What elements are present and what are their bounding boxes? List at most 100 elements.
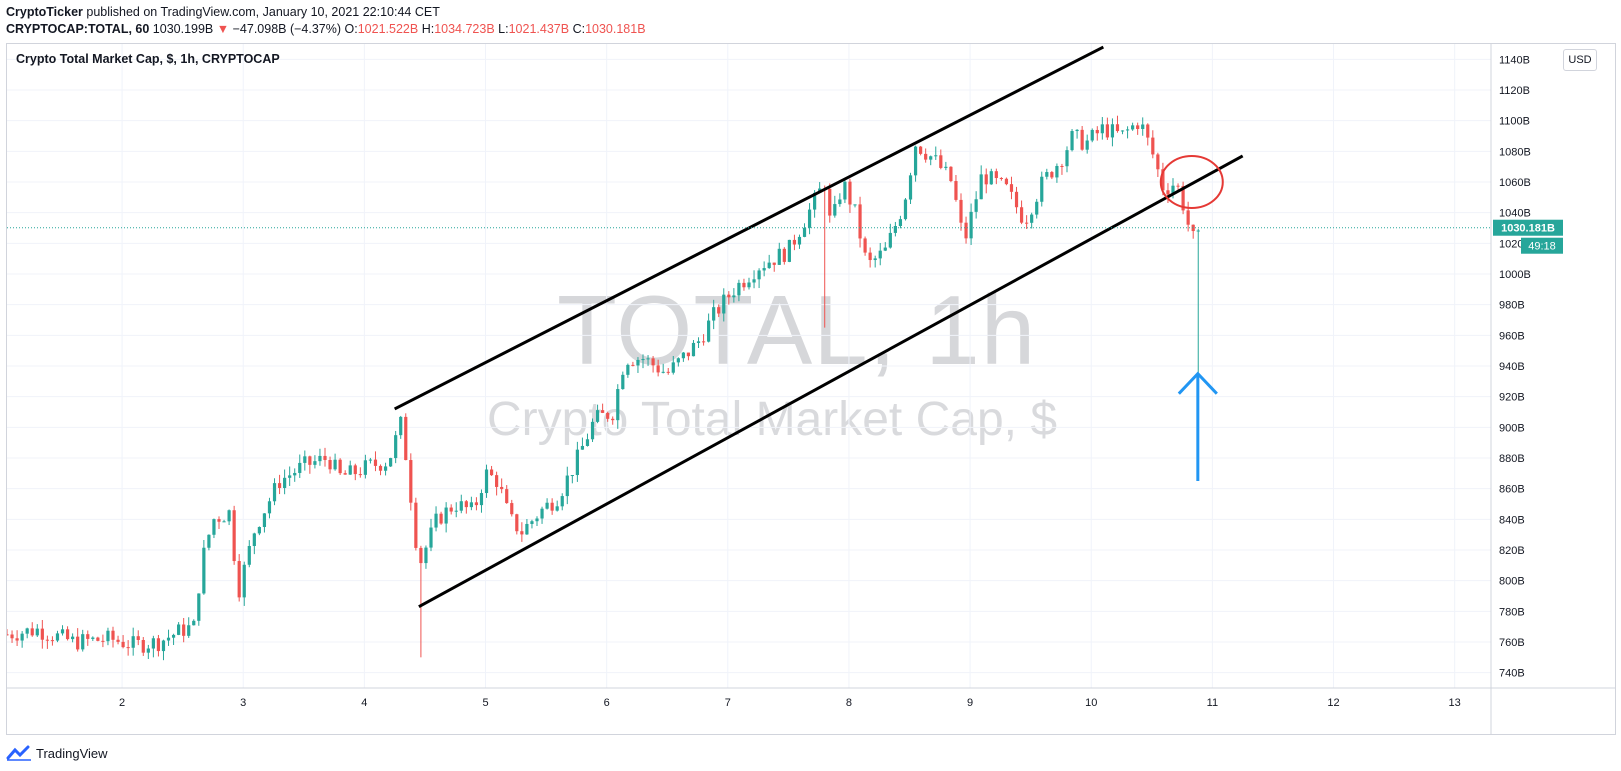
candle-body: [762, 268, 766, 271]
candle-body: [495, 475, 499, 487]
candle-body: [71, 636, 75, 640]
x-tick-label: 5: [482, 697, 488, 709]
candle-body: [121, 641, 125, 648]
candle-body: [777, 248, 781, 265]
candle-body: [707, 320, 711, 342]
breakdown-circle[interactable]: [1159, 155, 1224, 209]
candle-body: [76, 636, 80, 650]
candle-body: [424, 547, 428, 564]
candle-body: [247, 546, 251, 565]
countdown-tag-bg: [1521, 237, 1563, 254]
candle-body: [91, 637, 95, 639]
candle-body: [505, 489, 509, 504]
candle-body: [585, 439, 590, 446]
change-arrow: ▼: [216, 22, 230, 36]
candle-body: [484, 469, 489, 494]
candle-body: [1171, 185, 1175, 195]
y-tick-label: 940B: [1499, 361, 1525, 373]
candle-body: [363, 460, 367, 475]
candle-body: [833, 204, 837, 216]
candle-body: [1055, 165, 1059, 178]
candle-body: [449, 507, 453, 512]
candle-body: [792, 239, 797, 245]
candle-body: [712, 307, 716, 321]
x-tick-label: 8: [846, 697, 852, 709]
candle-body: [883, 247, 887, 251]
candle-body: [141, 640, 145, 653]
candle-body: [313, 461, 317, 465]
candle-body: [182, 624, 186, 636]
candle-body: [217, 519, 221, 522]
candle-body: [293, 472, 297, 476]
candle-body: [767, 262, 771, 269]
high-value: 1034.723B: [434, 22, 495, 36]
candle-body: [202, 547, 206, 594]
candle-body: [197, 593, 201, 621]
candle-body: [212, 519, 216, 535]
footer[interactable]: TradingView: [6, 743, 108, 763]
candle-body: [999, 178, 1003, 180]
y-tick-label: 900B: [1499, 422, 1525, 434]
tradingview-brand[interactable]: TradingView: [36, 745, 108, 761]
price-chart[interactable]: 740B 760B 780B 800B 820B 840B 860B 880B 900B 920B…: [7, 44, 1615, 734]
watermark-symbol: TOTAL, 1h: [557, 275, 1037, 385]
candle-body: [1040, 176, 1044, 202]
publication-header: CryptoTicker published on TradingView.co…: [6, 4, 440, 21]
candle-body: [414, 502, 418, 548]
candle-body: [661, 371, 665, 373]
candle-body: [429, 527, 433, 548]
candle-body: [696, 341, 701, 343]
candle-body: [10, 634, 14, 639]
candle-body: [469, 502, 473, 508]
candle-body: [1085, 140, 1089, 150]
y-tick-label: 840B: [1499, 514, 1525, 526]
candle-body: [1105, 124, 1109, 138]
candle-body: [333, 459, 337, 470]
low-label: L:: [498, 22, 509, 36]
candle-body: [1156, 154, 1160, 170]
candle-body: [1186, 210, 1190, 225]
candle-body: [919, 146, 923, 154]
candle-body: [1075, 129, 1079, 132]
candle-body: [929, 156, 933, 160]
candle-body: [500, 486, 504, 490]
candle-body: [520, 531, 524, 535]
candle-body: [1166, 190, 1170, 195]
candle-body: [570, 475, 574, 477]
candle-body: [1035, 201, 1039, 215]
candle-body: [353, 465, 357, 475]
candle-body: [1196, 230, 1200, 232]
channel-lower-line[interactable]: [418, 154, 1244, 609]
y-tick-label: 1140B: [1499, 54, 1530, 66]
candle-body: [606, 412, 610, 419]
candle-body: [681, 352, 685, 359]
candle-body: [111, 630, 115, 640]
candle-body: [540, 508, 544, 519]
chart-title: Crypto Total Market Cap, $, 1h, CRYPTOCA…: [16, 52, 280, 66]
author-name[interactable]: CryptoTicker: [6, 5, 83, 19]
candle-body: [207, 534, 211, 548]
open-value: 1021.522B: [357, 22, 419, 36]
candle-body: [939, 155, 943, 168]
candle-body: [171, 634, 176, 638]
candle-body: [1014, 191, 1019, 208]
candle-body: [328, 459, 332, 470]
candle-body: [671, 362, 675, 373]
close-label: C:: [572, 22, 586, 36]
candle-body: [580, 445, 585, 450]
candle-body: [1110, 124, 1115, 138]
candle-body: [267, 501, 272, 514]
candle-body: [1004, 178, 1009, 185]
candle-body: [373, 459, 378, 466]
y-tick-label: 780B: [1499, 606, 1525, 618]
x-tick-label: 9: [967, 697, 973, 709]
candle-body: [7, 634, 9, 636]
arrow-head[interactable]: [1177, 371, 1218, 395]
candle-body: [242, 564, 246, 598]
candle-body: [50, 640, 55, 642]
candle-body: [348, 465, 352, 475]
ohlc-bar: CRYPTOCAP:TOTAL, 60 1030.199B ▼ −47.098B…: [6, 21, 646, 38]
currency-button[interactable]: USD: [1563, 49, 1597, 71]
candle-body: [358, 474, 362, 476]
chart-panel[interactable]: TOTAL, 1h Crypto Total Market Cap, $ 740…: [6, 43, 1616, 735]
